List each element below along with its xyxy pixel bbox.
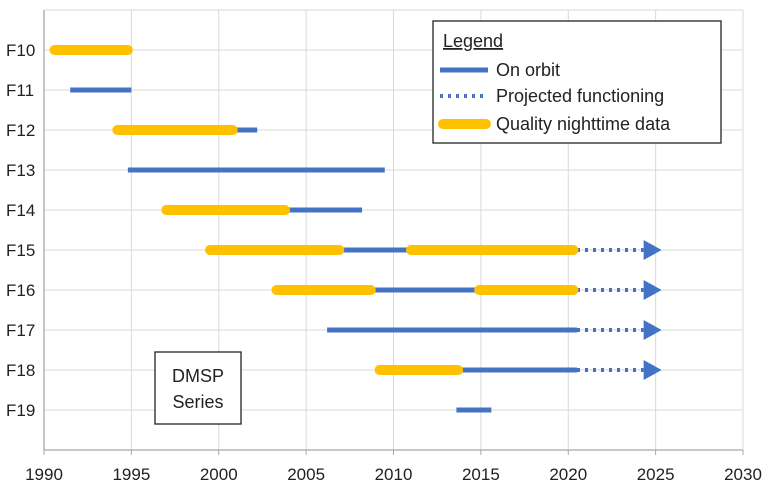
- legend: Legend On orbit Projected functioning Qual…: [432, 20, 722, 144]
- annotation-line-1: DMSP: [172, 366, 224, 386]
- y-category-label: F16: [6, 281, 35, 300]
- axes: 1990 1995 2000 2005 2010 2015 2020 2025 2030 F10 F…: [6, 10, 762, 484]
- legend-label: Projected functioning: [496, 86, 664, 106]
- annotation-line-2: Series: [172, 392, 223, 412]
- legend-items: On orbit Projected functioning Quality nig…: [438, 60, 671, 134]
- x-tick-label: 1995: [112, 465, 150, 484]
- y-category-label: F11: [6, 81, 34, 100]
- annotation: DMSP Series: [154, 351, 242, 425]
- y-category-label: F15: [6, 241, 35, 260]
- x-tick-label: 2010: [375, 465, 413, 484]
- x-tick-label: 1990: [25, 465, 63, 484]
- y-category-label: F12: [6, 121, 35, 140]
- legend-label: On orbit: [496, 60, 560, 80]
- x-tick-label: 2000: [200, 465, 238, 484]
- y-category-label: F18: [6, 361, 35, 380]
- x-tick-label: 2005: [287, 465, 325, 484]
- y-category-label: F17: [6, 321, 35, 340]
- y-category-label: F10: [6, 41, 35, 60]
- x-tick-label: 2025: [637, 465, 675, 484]
- x-tick-label: 2030: [724, 465, 762, 484]
- x-tick-label: 2020: [549, 465, 587, 484]
- legend-label: Quality nighttime data: [496, 114, 671, 134]
- y-category-label: F19: [6, 401, 35, 420]
- x-tick-label: 2015: [462, 465, 500, 484]
- y-category-label: F13: [6, 161, 35, 180]
- plot-area: [49, 45, 662, 413]
- y-category-label: F14: [6, 201, 35, 220]
- legend-title: Legend: [443, 31, 503, 51]
- annotation-box: [154, 351, 242, 425]
